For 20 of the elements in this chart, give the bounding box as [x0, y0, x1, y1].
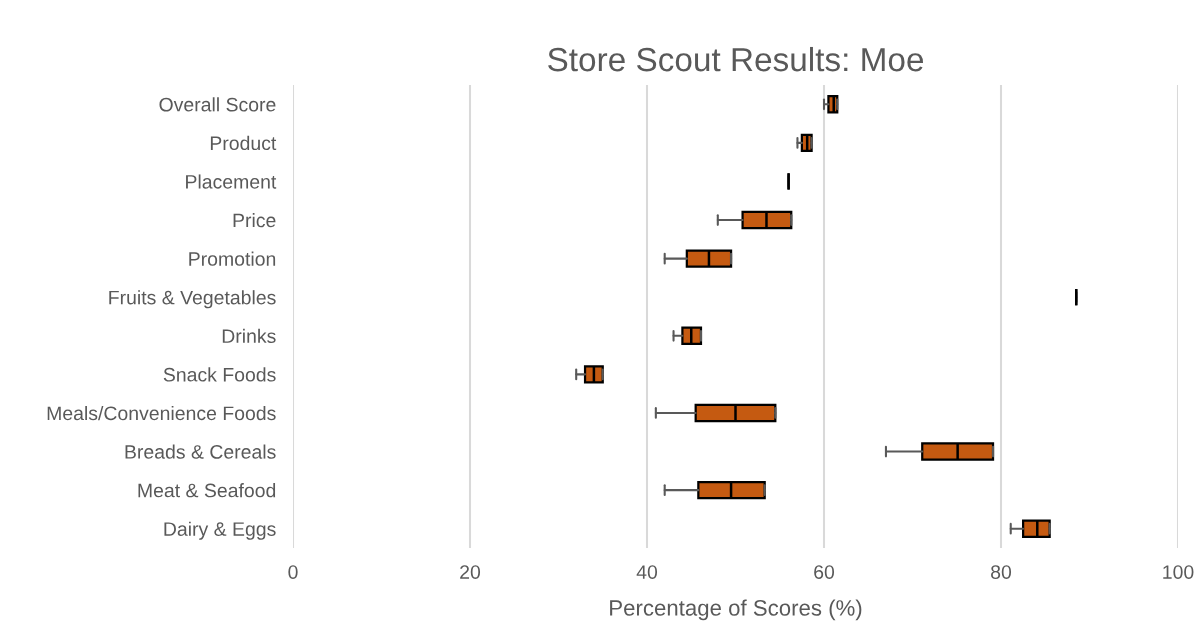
chart-title: Store Scout Results: Moe [548, 46, 923, 72]
x-tick-label: 60 [814, 565, 835, 579]
y-tick-label: Drinks [222, 328, 276, 344]
y-tick-label: Placement [186, 174, 277, 189]
x-tick-label: 0 [288, 565, 298, 579]
y-tick-label: Meat & Seafood [138, 483, 276, 498]
y-tick-label: Price [233, 213, 276, 228]
x-axis-title: Percentage of Scores (%) [610, 599, 862, 621]
y-tick-label: Snack Foods [163, 367, 276, 382]
y-tick-label: Promotion [189, 251, 276, 266]
x-tick-label: 100 [1163, 565, 1194, 579]
x-tick-label: 20 [460, 565, 481, 579]
x-tick-label: 40 [636, 565, 658, 579]
y-tick-label: Overall Score [159, 97, 276, 112]
y-tick-label: Meals/Convenience Foods [47, 405, 276, 421]
y-tick-label: Product [210, 135, 277, 151]
y-tick-label: Dairy & Eggs [164, 521, 276, 540]
y-tick-label: Fruits & Vegetables [109, 290, 276, 309]
x-tick-label: 80 [991, 565, 1012, 579]
y-tick-label: Breads & Cereals [125, 444, 276, 459]
